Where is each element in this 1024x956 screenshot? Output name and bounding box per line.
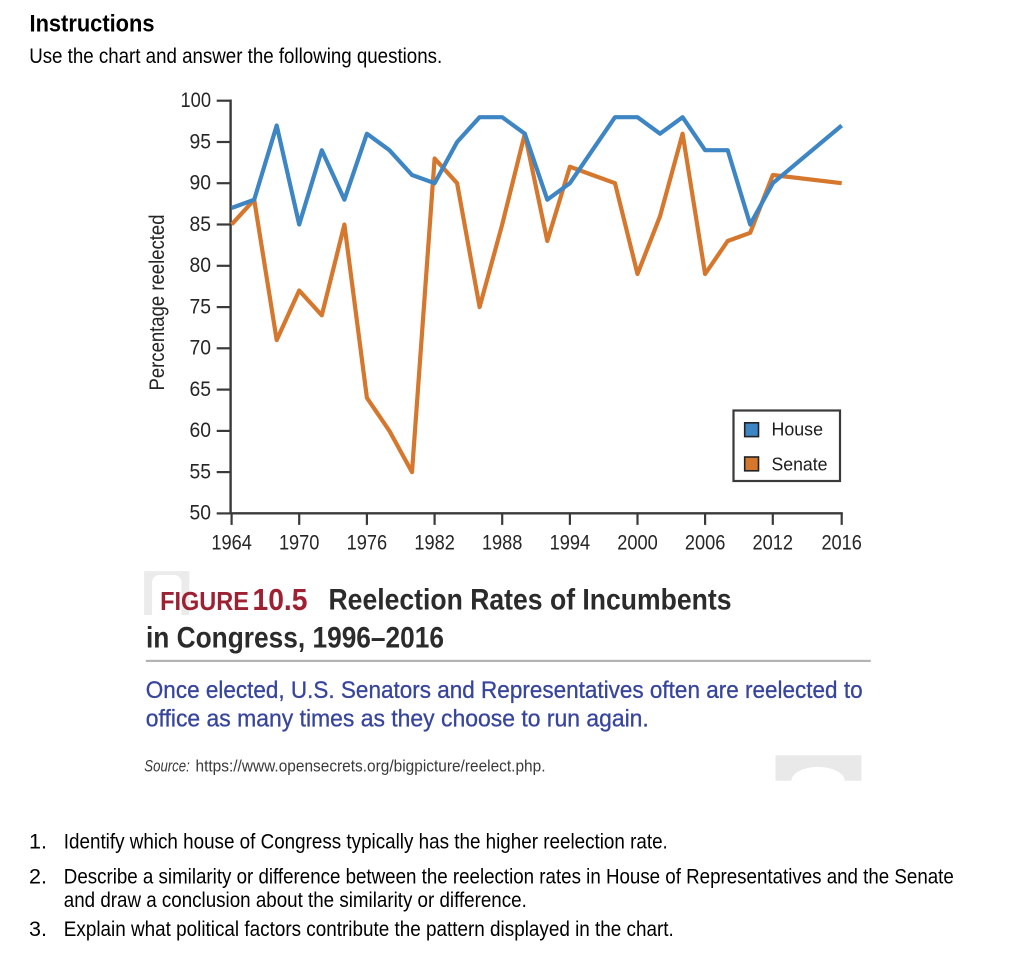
- svg-text:House: House: [772, 419, 824, 440]
- svg-text:Once elected, U.S. Senators an: Once elected, U.S. Senators and Represen…: [146, 677, 863, 704]
- svg-text:55: 55: [190, 459, 212, 483]
- svg-text:Percentage reelected: Percentage reelected: [146, 214, 169, 390]
- svg-text:1970: 1970: [279, 530, 320, 554]
- svg-text:FIGURE: FIGURE: [160, 588, 249, 616]
- svg-text:2012: 2012: [753, 530, 794, 554]
- svg-text:75: 75: [190, 294, 212, 318]
- svg-text:2.: 2.: [29, 865, 47, 889]
- svg-text:50: 50: [190, 501, 212, 525]
- svg-text:and draw a conclusion about th: and draw a conclusion about the similari…: [64, 888, 527, 912]
- svg-text:60: 60: [190, 418, 212, 442]
- svg-text:1976: 1976: [347, 530, 388, 554]
- svg-text:2006: 2006: [685, 530, 726, 554]
- svg-text:Source:: Source:: [144, 757, 190, 776]
- svg-text:in Congress, 1996–2016: in Congress, 1996–2016: [146, 622, 444, 655]
- svg-text:Instructions: Instructions: [30, 11, 155, 38]
- svg-text:10.5: 10.5: [253, 582, 308, 617]
- svg-text:office as many times as they c: office as many times as they choose to r…: [146, 705, 649, 732]
- svg-text:Senate: Senate: [772, 453, 828, 474]
- svg-text:1.: 1.: [29, 829, 47, 853]
- svg-text:3.: 3.: [29, 917, 47, 941]
- svg-text:65: 65: [190, 377, 212, 401]
- svg-text:1964: 1964: [211, 530, 252, 554]
- svg-text:Use the chart and answer the f: Use the chart and answer the following q…: [29, 44, 442, 68]
- svg-text:https://www.opensecrets.org/bi: https://www.opensecrets.org/bigpicture/r…: [196, 757, 546, 776]
- svg-text:85: 85: [190, 212, 212, 236]
- svg-text:2000: 2000: [617, 530, 658, 554]
- svg-text:80: 80: [190, 253, 212, 277]
- svg-text:Describe a similarity or diffe: Describe a similarity or difference betw…: [64, 865, 954, 889]
- svg-text:Identify which house of Congre: Identify which house of Congress typical…: [64, 829, 668, 853]
- svg-text:95: 95: [190, 129, 212, 153]
- svg-text:Explain what political factors: Explain what political factors contribut…: [64, 917, 674, 941]
- svg-text:70: 70: [190, 336, 212, 360]
- svg-text:1988: 1988: [482, 530, 523, 554]
- svg-text:90: 90: [190, 171, 212, 195]
- svg-text:1994: 1994: [550, 530, 591, 554]
- svg-text:100: 100: [181, 88, 212, 112]
- svg-text:Reelection Rates of Incumbents: Reelection Rates of Incumbents: [329, 584, 732, 617]
- svg-text:2016: 2016: [821, 530, 862, 554]
- svg-text:1982: 1982: [414, 530, 455, 554]
